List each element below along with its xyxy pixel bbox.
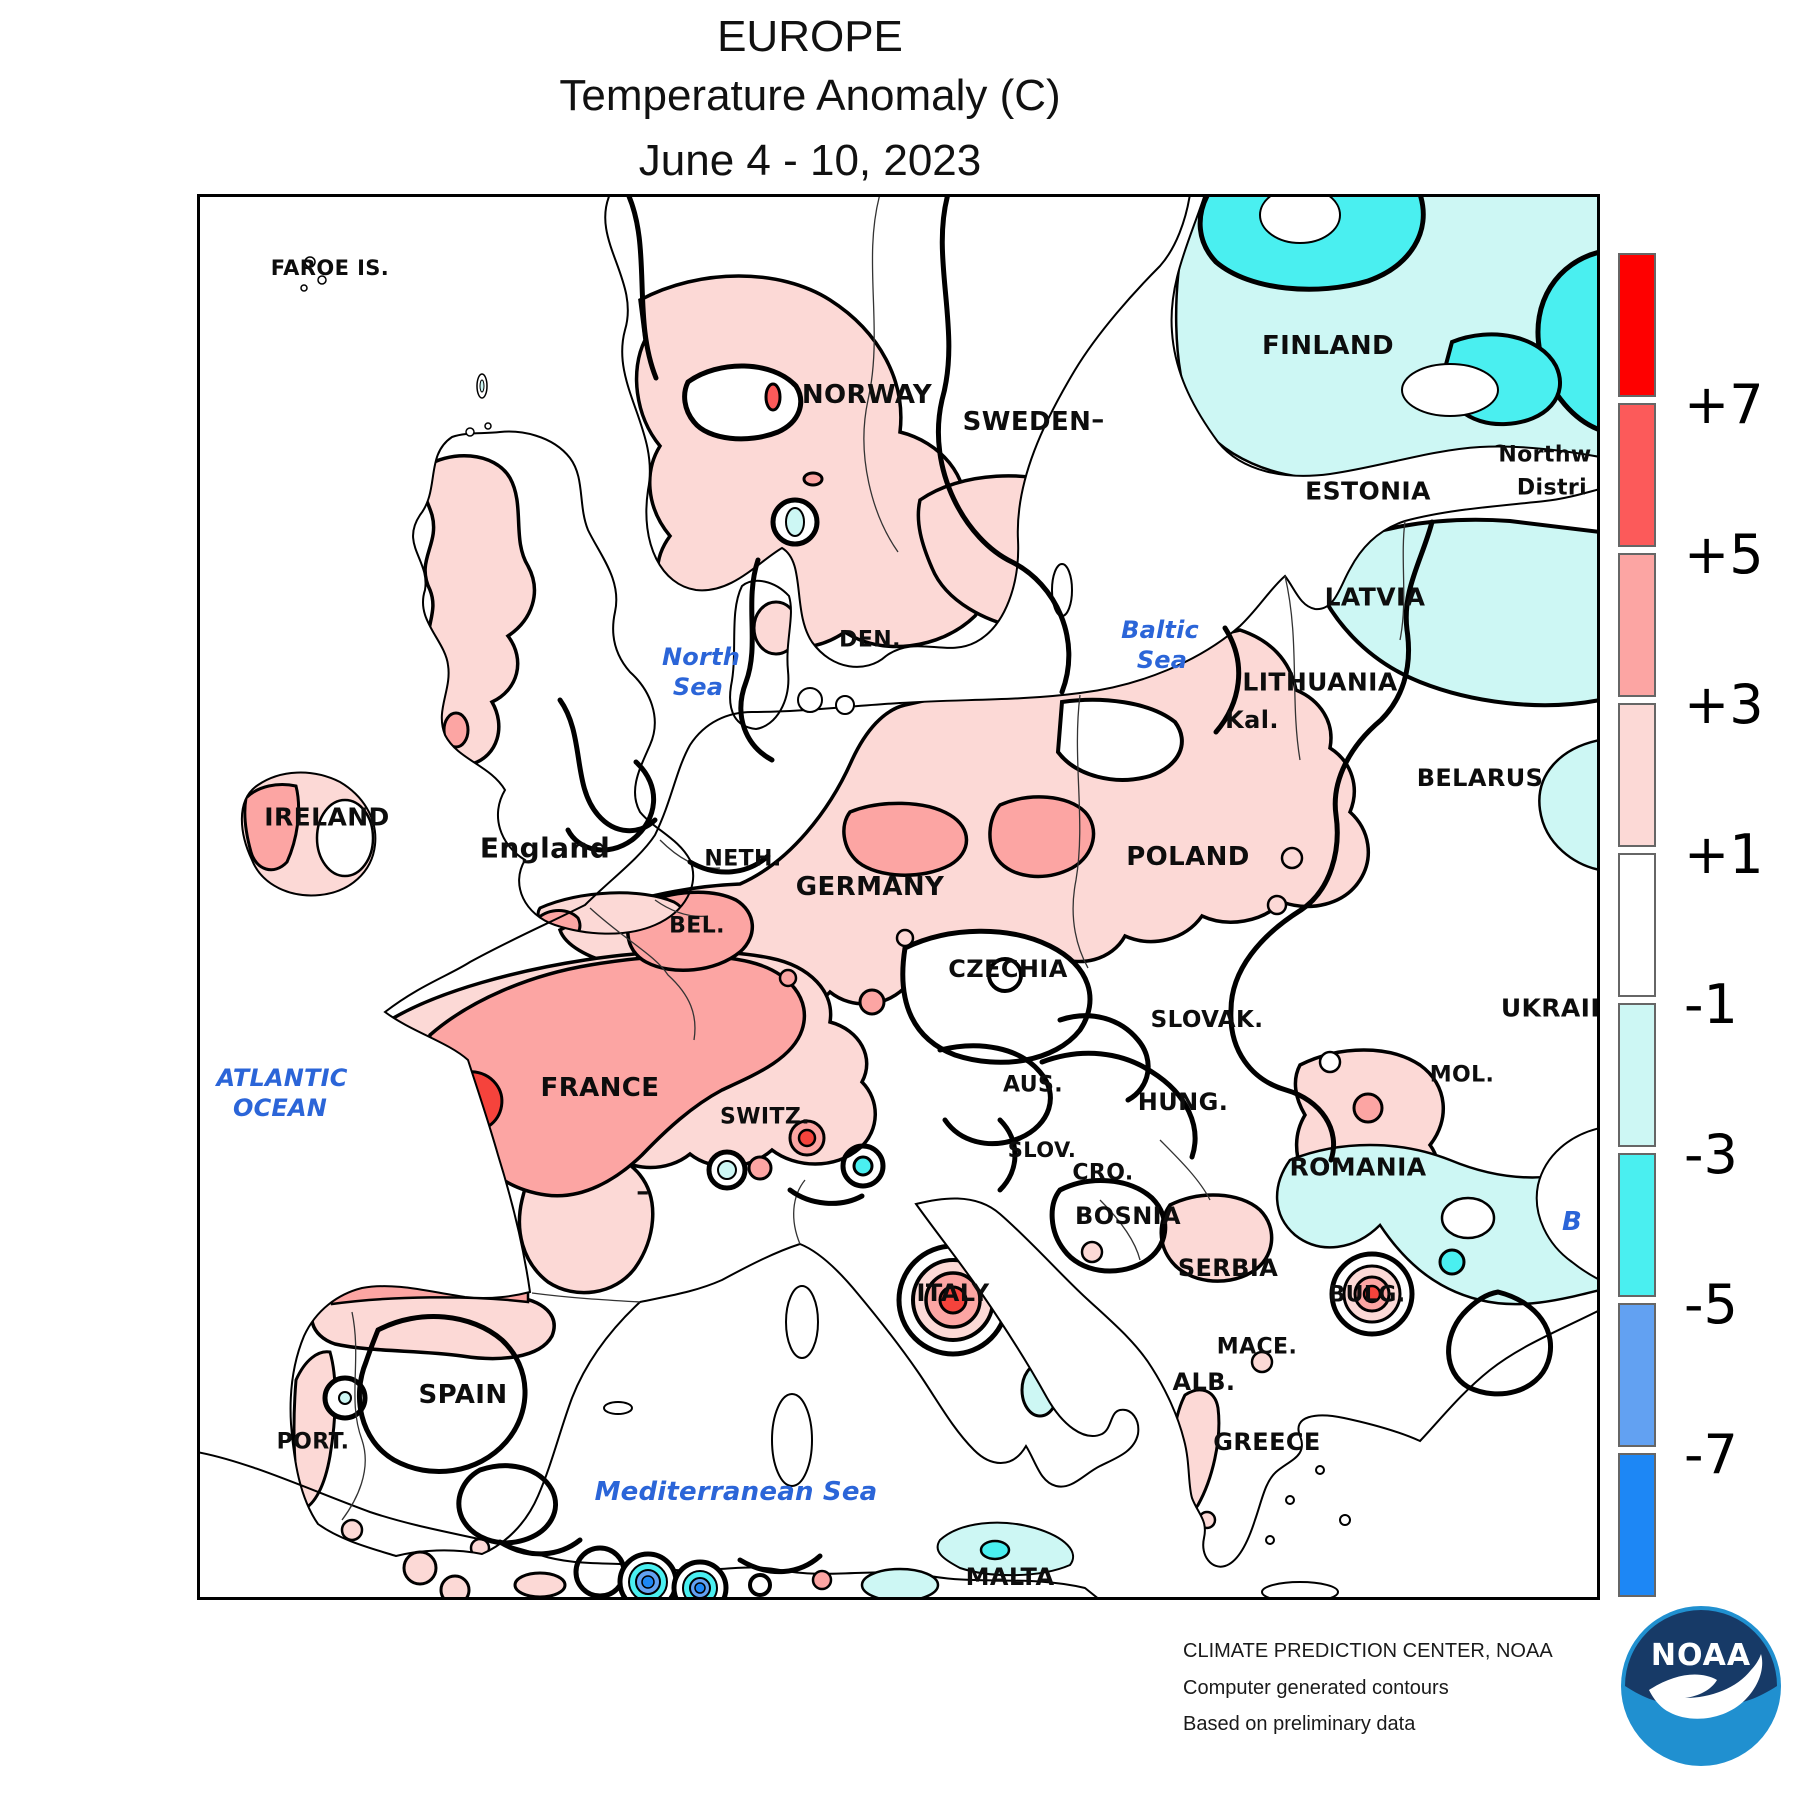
label-spain: SPAIN [418, 1380, 508, 1410]
label-black-sea-partial: B [1561, 1207, 1583, 1237]
noaa-logo-text: NOAA [1651, 1638, 1751, 1673]
label-albania: ALB. [1172, 1368, 1236, 1396]
label-north-sea-line2: Sea [672, 673, 724, 701]
label-kaliningrad: Kal. [1225, 706, 1279, 734]
anomaly-ireland [241, 772, 376, 896]
label-bosnia: BOSNIA [1075, 1202, 1181, 1230]
legend-tick-minus5: -5 [1684, 1273, 1738, 1336]
africa-anomalies [402, 1550, 940, 1597]
anomaly-sicily [937, 1522, 1074, 1576]
legend-swatch-1-3 [1618, 703, 1656, 847]
label-sweden: SWEDEN [962, 407, 1092, 437]
label-northwest-district-line1: Northw [1498, 442, 1592, 468]
label-malta: MALTA [965, 1563, 1055, 1591]
label-france: FRANCE [540, 1073, 660, 1103]
label-netherlands: NETH. [704, 846, 782, 872]
label-north-sea-line1: North [662, 643, 740, 671]
page-daterange: June 4 - 10, 2023 [638, 136, 982, 185]
label-switzerland: SWITZ. [719, 1104, 811, 1130]
label-belarus: BELARUS [1416, 764, 1544, 792]
label-portugal: PORT. [276, 1429, 350, 1455]
page-title: EUROPE [717, 12, 903, 61]
legend-swatch-3-5 [1618, 553, 1656, 697]
legend-tick-minus7: -7 [1684, 1423, 1738, 1486]
label-moldova: MOL. [1429, 1062, 1495, 1088]
legend-tick-plus3: +3 [1684, 673, 1764, 736]
label-ireland: IRELAND [264, 802, 390, 832]
label-northwest-district-line2: Distri [1516, 475, 1588, 501]
label-estonia: ESTONIA [1305, 476, 1431, 506]
country-borders [341, 197, 1406, 1521]
label-atlantic-ocean-line2: OCEAN [232, 1094, 328, 1122]
label-england: England [479, 831, 611, 865]
label-belgium: BEL. [669, 913, 725, 939]
label-mediterranean-sea: Mediterranean Sea [594, 1477, 878, 1507]
legend-swatch-m5-m7 [1618, 1303, 1656, 1447]
label-faroe-islands: FAROE IS. [270, 256, 390, 280]
label-bulgaria: BULG. [1328, 1282, 1406, 1308]
map-plane: FAROE IS. NORWAY SWEDEN – DEN. North Sea… [200, 197, 1597, 1597]
legend-swatch-m1-m3 [1618, 1003, 1656, 1147]
label-greece: GREECE [1213, 1428, 1321, 1456]
legend-swatch-above-7 [1618, 253, 1656, 397]
attribution-line2: Computer generated contours [1183, 1677, 1449, 1699]
label-denmark: DEN. [839, 627, 901, 653]
legend-tick-plus5: +5 [1684, 523, 1764, 586]
label-ukraine: UKRAINE [1500, 993, 1597, 1023]
label-austria: AUS. [1002, 1072, 1064, 1098]
attribution-line1: CLIMATE PREDICTION CENTER, NOAA [1183, 1640, 1553, 1662]
legend-swatch-5-7 [1618, 403, 1656, 547]
legend-tick-minus1: -1 [1684, 973, 1738, 1036]
label-macedonia: MACE. [1216, 1334, 1298, 1360]
label-baltic-sea-line2: Sea [1136, 646, 1188, 674]
legend-tick-plus7: +7 [1684, 373, 1764, 436]
label-lithuania: LITHUANIA [1242, 667, 1398, 697]
legend-swatch-m3-m5 [1618, 1153, 1656, 1297]
label-latvia: LATVIA [1324, 582, 1426, 612]
label-poland: POLAND [1126, 842, 1250, 872]
label-czechia: CZECHIA [948, 955, 1068, 983]
legend-tick-plus1: +1 [1684, 823, 1764, 886]
page-subtitle: Temperature Anomaly (C) [559, 71, 1061, 120]
label-finland: FINLAND [1261, 331, 1395, 361]
label-atlantic-ocean-line1: ATLANTIC [216, 1064, 348, 1092]
anomaly-finland [1171, 197, 1597, 476]
coastlines [200, 197, 1597, 1597]
minima-dash-sweden: – [1091, 405, 1105, 435]
legend-tick-minus3: -3 [1684, 1123, 1738, 1186]
label-slovenia: SLOV. [1007, 1138, 1077, 1162]
map-graphic [200, 197, 1597, 1597]
attribution-line3: Based on preliminary data [1183, 1713, 1416, 1735]
label-romania: ROMANIA [1289, 1152, 1427, 1182]
noaa-gull-icon [1649, 1654, 1763, 1719]
noaa-logo: NOAA [1621, 1606, 1781, 1766]
minima-dash-france: – [636, 1177, 650, 1207]
legend-swatch-neutral [1618, 853, 1656, 997]
label-slovakia: SLOVAK. [1150, 1007, 1264, 1033]
label-baltic-sea-line1: Baltic [1121, 616, 1199, 644]
contour-lines [357, 197, 1554, 1597]
map: FAROE IS. NORWAY SWEDEN – DEN. North Sea… [197, 194, 1600, 1600]
label-hungary: HUNG. [1137, 1088, 1229, 1116]
label-germany: GERMANY [795, 872, 945, 902]
label-croatia: CRO. [1072, 1160, 1134, 1186]
label-norway: NORWAY [801, 380, 933, 410]
label-serbia: SERBIA [1177, 1254, 1279, 1282]
legend-swatch-below-m7 [1618, 1453, 1656, 1597]
label-italy: ITALY [916, 1279, 990, 1307]
